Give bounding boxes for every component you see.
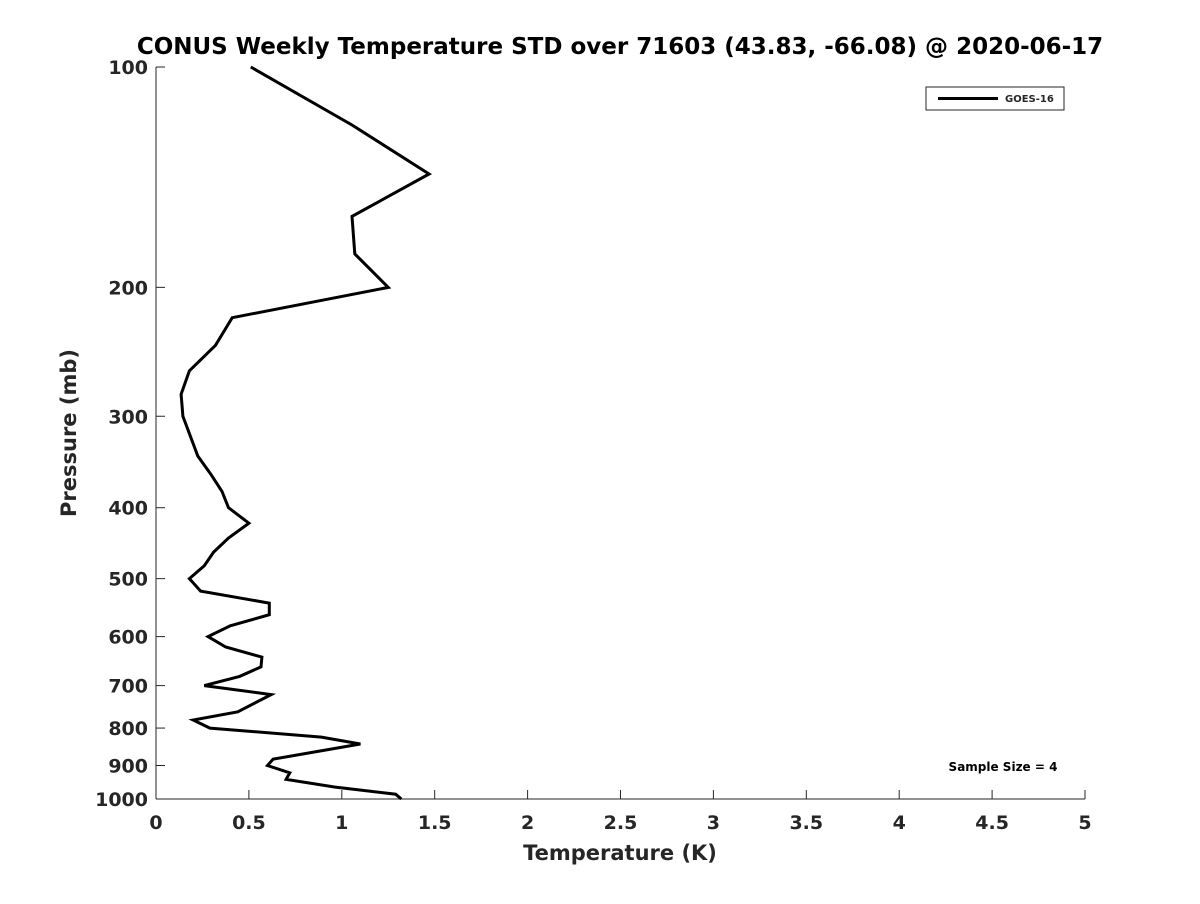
x-tick-label: 4.5 [975,812,1009,834]
x-tick-label: 4 [893,812,906,834]
chart-title: CONUS Weekly Temperature STD over 71603 … [137,34,1103,60]
y-tick-label: 500 [108,569,148,591]
x-axis-label: Temperature (K) [523,841,717,865]
y-tick-label: 1000 [95,789,148,811]
x-tick-label: 0.5 [232,812,266,834]
x-tick-label: 5 [1078,812,1091,834]
x-tick-label: 2.5 [604,812,638,834]
y-tick-label: 600 [108,627,148,649]
y-tick-label: 100 [108,57,148,79]
x-tick-label: 0 [149,812,162,834]
series-line-goes-16 [181,67,429,799]
x-tick-label: 1.5 [418,812,452,834]
y-axis-label: Pressure (mb) [57,349,81,517]
y-tick-label: 900 [108,756,148,778]
sample-size-annotation: Sample Size = 4 [949,760,1058,774]
legend-label-goes-16: GOES-16 [1005,94,1054,105]
legend: GOES-16 [926,87,1064,110]
y-tick-label: 700 [108,676,148,698]
x-tick-label: 2 [521,812,534,834]
axes: 0 0.5 1 1.5 2 2.5 3 3.5 4 4.5 5 100 200 300 400 500 600 7… [95,57,1092,834]
x-tick-label: 1 [335,812,348,834]
x-tick-label: 3.5 [789,812,823,834]
x-tick-label: 3 [707,812,720,834]
y-tick-label: 300 [108,406,148,428]
y-tick-label: 400 [108,498,148,520]
y-tick-label: 800 [108,718,148,740]
y-tick-label: 200 [108,277,148,299]
series-goes-16 [181,67,429,799]
